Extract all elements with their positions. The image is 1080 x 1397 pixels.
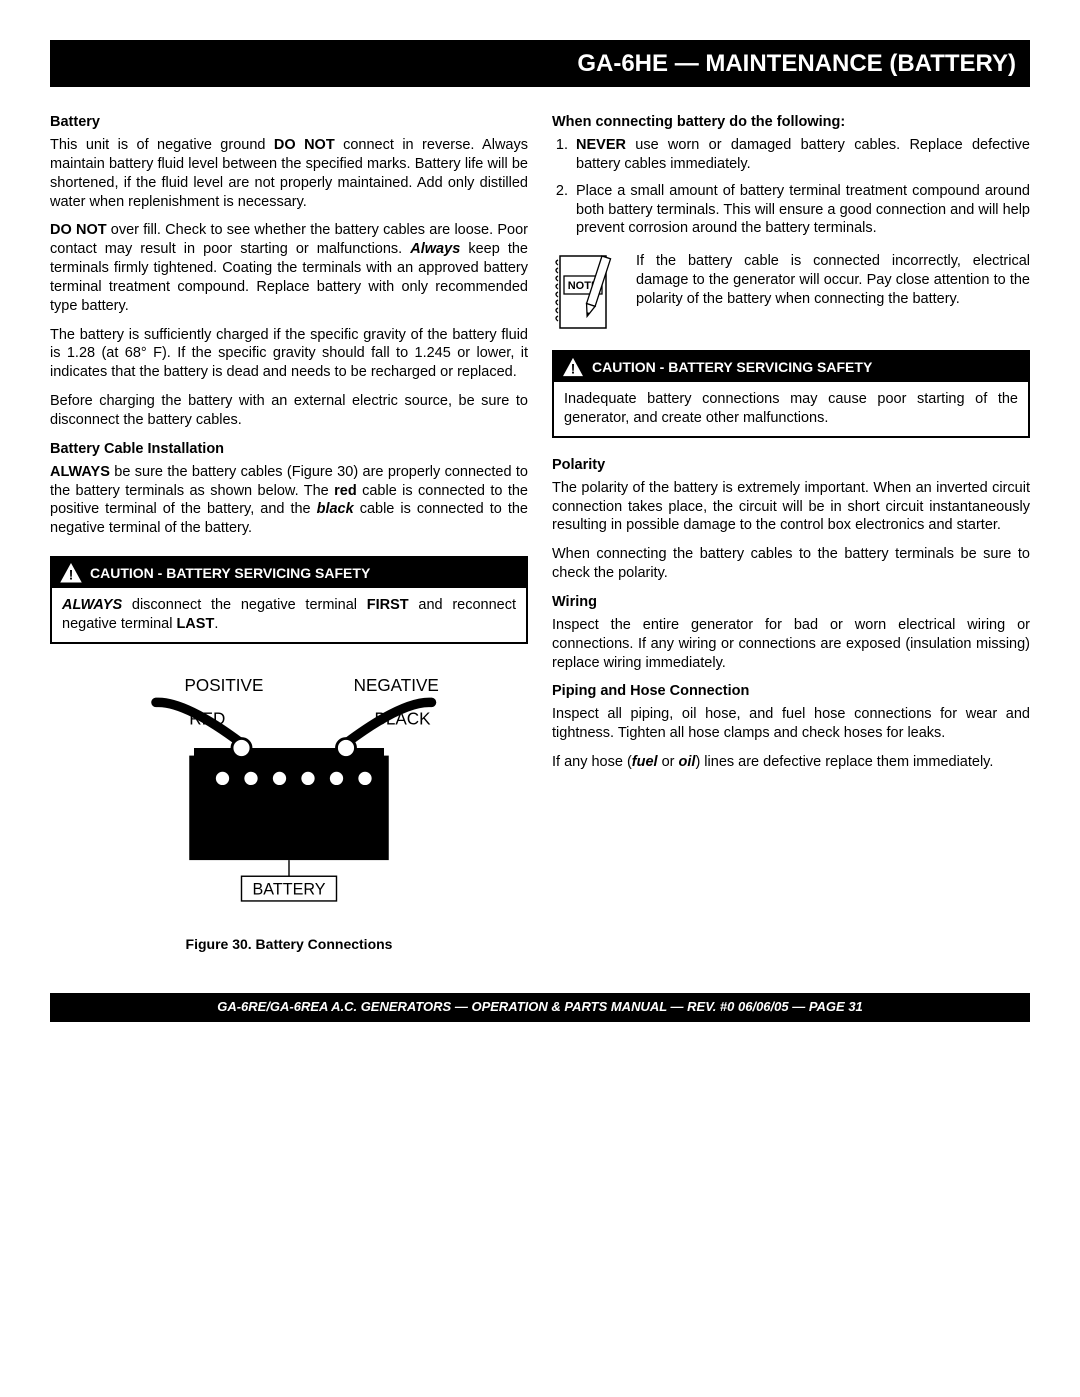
battery-p1: This unit is of negative ground DO NOT c… (50, 136, 528, 211)
do-not: DO NOT (274, 137, 335, 153)
note-block: NOTE If the battery cable is connected i… (552, 252, 1030, 332)
list-item: NEVER use worn or damaged battery cables… (572, 136, 1030, 174)
caution-title: CAUTION - BATTERY SERVICING SAFETY (90, 564, 370, 582)
content-columns: Battery This unit is of negative ground … (50, 105, 1030, 953)
battery-p4: Before charging the battery with an exte… (50, 392, 528, 430)
always: ALWAYS (50, 464, 110, 480)
caution-header-2: ! CAUTION - BATTERY SERVICING SAFETY (554, 352, 1028, 382)
text: If any hose ( (552, 754, 632, 770)
never: NEVER (576, 137, 626, 153)
label-negative: NEGATIVE (354, 676, 439, 695)
always: Always (410, 241, 460, 257)
red: red (334, 483, 357, 499)
right-column: When connecting battery do the following… (552, 105, 1030, 953)
caution-title: CAUTION - BATTERY SERVICING SAFETY (592, 358, 872, 376)
always: ALWAYS (62, 597, 122, 613)
battery-p3: The battery is sufficiently charged if t… (50, 326, 528, 383)
black: black (317, 501, 354, 517)
page-title-bar: GA-6HE — MAINTENANCE (BATTERY) (50, 40, 1030, 87)
caution-body-1: ALWAYS disconnect the negative terminal … (52, 588, 526, 642)
cable-p1: ALWAYS be sure the battery cables (Figur… (50, 463, 528, 538)
polarity-p2: When connecting the battery cables to th… (552, 545, 1030, 583)
polarity-heading: Polarity (552, 456, 1030, 475)
caution-box-2: ! CAUTION - BATTERY SERVICING SAFETY Ina… (552, 350, 1030, 438)
text: disconnect the negative terminal (122, 597, 367, 613)
piping-p2: If any hose (fuel or oil) lines are defe… (552, 753, 1030, 772)
wiring-p: Inspect the entire generator for bad or … (552, 616, 1030, 673)
text: This unit is of negative ground (50, 137, 274, 153)
wiring-heading: Wiring (552, 593, 1030, 612)
label-battery: BATTERY (253, 880, 326, 898)
oil: oil (679, 754, 696, 770)
svg-text:!: ! (571, 362, 576, 377)
piping-p1: Inspect all piping, oil hose, and fuel h… (552, 705, 1030, 743)
fuel: fuel (632, 754, 658, 770)
cable-install-heading: Battery Cable Installation (50, 440, 528, 459)
note-icon: NOTE (552, 252, 622, 332)
svg-text:!: ! (69, 567, 74, 582)
polarity-p1: The polarity of the battery is extremely… (552, 479, 1030, 536)
battery-connections-diagram: POSITIVE NEGATIVE RED BLACK (99, 672, 479, 919)
first: FIRST (367, 597, 409, 613)
connect-list: NEVER use worn or damaged battery cables… (552, 136, 1030, 238)
figure-caption: Figure 30. Battery Connections (50, 935, 528, 953)
last: LAST (176, 616, 214, 632)
battery-p2: DO NOT over fill. Check to see whether t… (50, 221, 528, 315)
list-item: Place a small amount of battery terminal… (572, 182, 1030, 239)
text: . (214, 616, 218, 632)
left-column: Battery This unit is of negative ground … (50, 105, 528, 953)
label-positive: POSITIVE (185, 676, 264, 695)
text: or (658, 754, 679, 770)
warning-triangle-icon: ! (562, 357, 584, 377)
figure-30: POSITIVE NEGATIVE RED BLACK (50, 672, 528, 953)
text: use worn or damaged battery cables. Repl… (576, 137, 1030, 172)
battery-heading: Battery (50, 113, 528, 132)
text: ) lines are defective replace them immed… (695, 754, 993, 770)
footer-bar: GA-6RE/GA-6REA A.C. GENERATORS — OPERATI… (50, 993, 1030, 1022)
connect-heading: When connecting battery do the following… (552, 113, 1030, 132)
warning-triangle-icon: ! (60, 563, 82, 583)
note-text: If the battery cable is connected incorr… (636, 252, 1030, 309)
do-not: DO NOT (50, 222, 107, 238)
piping-heading: Piping and Hose Connection (552, 682, 1030, 701)
caution-header-1: ! CAUTION - BATTERY SERVICING SAFETY (52, 558, 526, 588)
caution-box-1: ! CAUTION - BATTERY SERVICING SAFETY ALW… (50, 556, 528, 644)
caution-body-2: Inadequate battery connections may cause… (554, 382, 1028, 436)
